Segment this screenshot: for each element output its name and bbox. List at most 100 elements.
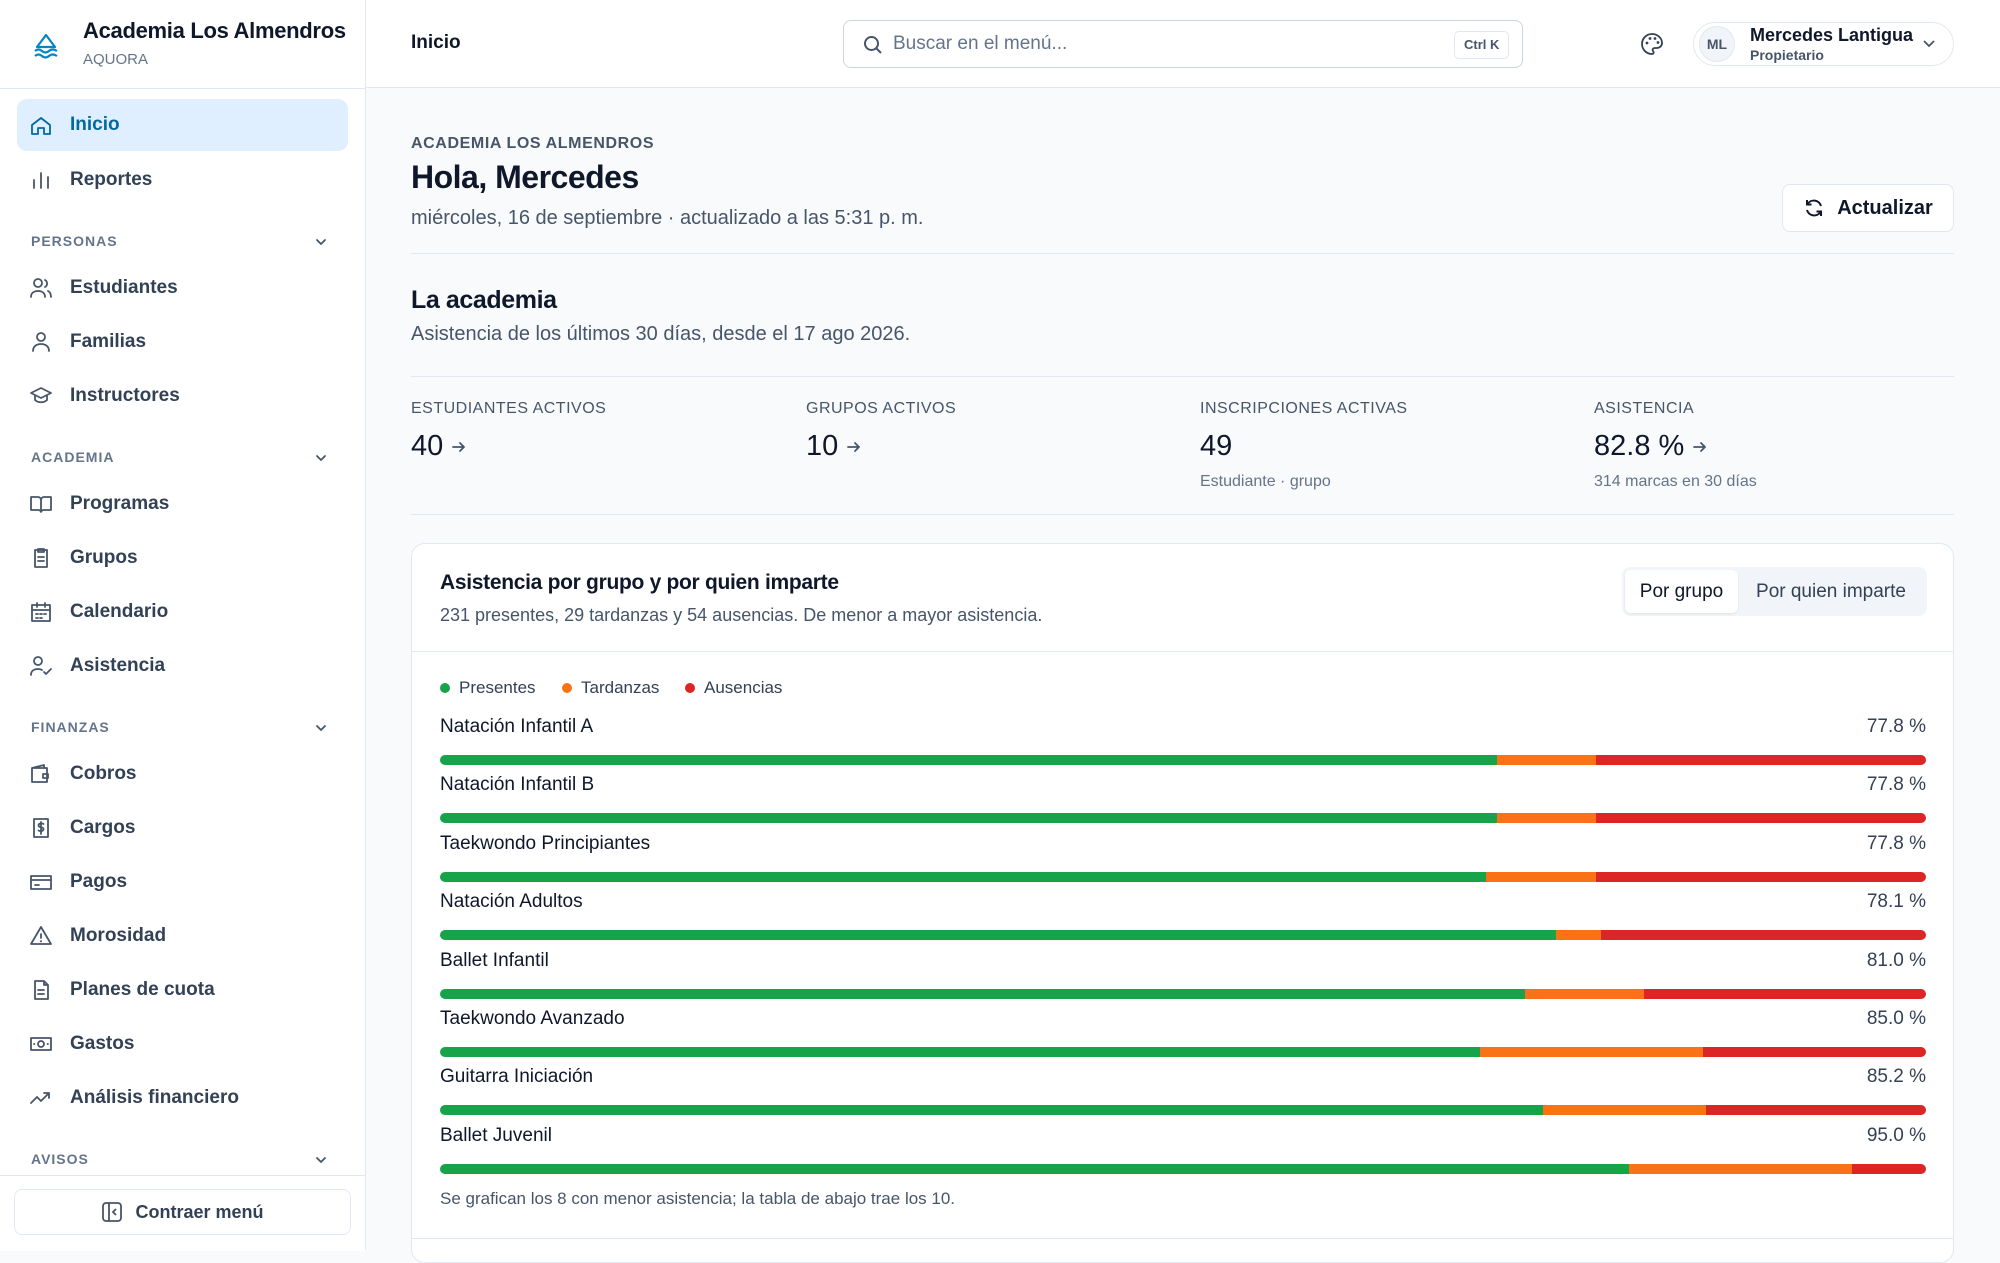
nav-item[interactable]: Estudiantes (17, 261, 348, 315)
nav-label: Calendario (70, 601, 169, 622)
divider (412, 651, 1953, 652)
chart-title: Asistencia por grupo y por quien imparte (440, 571, 839, 594)
divider (0, 88, 365, 89)
nav-item[interactable]: Gastos (17, 1017, 348, 1071)
nav-item[interactable]: Calendario (17, 585, 348, 639)
nav-icon (30, 875, 52, 890)
bar-segment (440, 988, 1525, 999)
nav-label: Morosidad (70, 925, 167, 946)
nav-label: Estudiantes (70, 277, 178, 298)
nav-item[interactable]: Análisis financiero (17, 1071, 348, 1125)
chevron (1923, 40, 1935, 48)
search-placeholder: Buscar en el menú... (893, 33, 1068, 54)
nav-label: Programas (70, 493, 170, 514)
nav-label: Instructores (70, 385, 180, 406)
refresh-label: Actualizar (1837, 196, 1933, 219)
view-toggle: Por grupo Por quien imparte (1622, 567, 1927, 616)
chart-card: Asistencia por grupo y por quien imparte… (411, 543, 1954, 1263)
bar-segment (1703, 1047, 1926, 1057)
bar-segment (440, 871, 1487, 882)
stat-number: 82.8 % (1594, 430, 1685, 462)
page-title: Inicio (411, 32, 461, 53)
legend-swatch (440, 683, 450, 693)
bar-segment (1480, 1047, 1704, 1057)
bar-track (440, 1105, 1926, 1116)
collapse-label: Contraer menú (135, 1201, 264, 1222)
nav-item[interactable]: Programas (17, 477, 348, 531)
bar-segment (1851, 1163, 1926, 1174)
user-name: Mercedes Lantigua (1750, 25, 1914, 45)
stat-arrow (452, 441, 466, 452)
refresh-button[interactable]: Actualizar (1782, 184, 1954, 232)
nav-label: Familias (70, 331, 147, 352)
nav-item[interactable]: Asistencia (17, 639, 348, 693)
chevron (316, 239, 326, 245)
stat: ASISTENCIA 82.8 % 314 marcas en 30 días (1594, 400, 1757, 491)
chart-subtitle: 231 presentes, 29 tardanzas y 54 ausenci… (440, 605, 1043, 625)
row-label: Ballet Infantil (440, 949, 549, 971)
nav-item[interactable]: Grupos (17, 531, 348, 585)
row-value-label: 77.8 % (1866, 716, 1926, 737)
nav-icon (31, 117, 51, 135)
nav-icon (32, 332, 50, 352)
row-value-label: 78.1 % (1866, 891, 1926, 913)
user-menu[interactable]: ML Mercedes Lantigua Propietario (1693, 22, 1954, 66)
user-role: Propietario (1750, 47, 1824, 63)
bar-track (440, 755, 1926, 765)
row-value-label: 85.2 % (1866, 1066, 1926, 1088)
legend-label: Presentes (459, 678, 536, 697)
search-box[interactable]: Buscar en el menú... Ctrl K (843, 20, 1523, 68)
collapse-icon (102, 1202, 123, 1222)
bar-segment (1542, 1105, 1707, 1116)
nav-heading: ACADEMIA (17, 423, 348, 477)
nav-label: Inicio (70, 114, 120, 135)
collapse-button[interactable]: Contraer menú (14, 1189, 351, 1235)
stat-sub: 314 marcas en 30 días (1594, 473, 1757, 490)
toggle-option[interactable]: Por quien imparte (1756, 581, 1906, 602)
bar-segment (440, 1163, 1629, 1174)
org: AQUORA (83, 51, 149, 68)
logo (34, 33, 58, 59)
nav-label: Gastos (70, 1033, 135, 1054)
bar-segment (1596, 871, 1926, 882)
nav-item[interactable]: Familias (17, 315, 348, 369)
bar-track (440, 930, 1926, 941)
nav-item[interactable]: Morosidad (17, 909, 348, 963)
stat-label: ASISTENCIA (1594, 400, 1695, 417)
stat-value: 40 (411, 430, 606, 463)
bar-segment (1596, 813, 1926, 824)
shortcut: Ctrl K (1454, 31, 1510, 59)
legend-swatch (562, 683, 572, 693)
nav-item[interactable]: Cargos (17, 801, 348, 855)
sidebar-footer (0, 1175, 365, 1251)
eyebrow: ACADEMIA LOS ALMENDROS (411, 135, 655, 152)
nav-item[interactable]: Planes de cuota (17, 963, 348, 1017)
greeting-title: Hola, Mercedes (411, 159, 639, 195)
nav-item[interactable]: Instructores (17, 369, 348, 423)
nav-icon (30, 496, 52, 513)
nav: Inicio Reportes PERSONAS Estudiantes Familia… (17, 99, 348, 1179)
bar-track (440, 813, 1926, 824)
nav-item[interactable]: Cobros (17, 747, 348, 801)
bar-segment (440, 1047, 1481, 1057)
stat-value: 82.8 % (1594, 430, 1757, 463)
nav-icon (34, 980, 49, 1000)
header: Inicio Buscar en el menú... Ctrl K ML Me… (366, 0, 2000, 88)
row-label: Taekwondo Principiantes (440, 832, 651, 854)
bar-track (440, 1163, 1926, 1174)
bar-segment (440, 813, 1497, 824)
stat-arrow (847, 441, 861, 452)
stat: GRUPOS ACTIVOS 10 (806, 400, 956, 463)
nav-item[interactable]: Pagos (17, 855, 348, 909)
legend-swatch (685, 683, 695, 693)
nav-item[interactable]: Reportes (17, 153, 348, 207)
legend-item: Tardanzas (562, 678, 659, 698)
nav-item[interactable]: Inicio (17, 99, 348, 151)
nav-label: Análisis financiero (70, 1087, 239, 1108)
nav-icon (30, 387, 52, 404)
nav-icon (31, 602, 51, 622)
nav-icon (33, 818, 49, 838)
chart-note: Se grafican los 8 con menor asistencia; … (440, 1189, 956, 1208)
theme-button[interactable] (1639, 31, 1665, 57)
toggle-option[interactable]: Por grupo (1625, 570, 1738, 613)
